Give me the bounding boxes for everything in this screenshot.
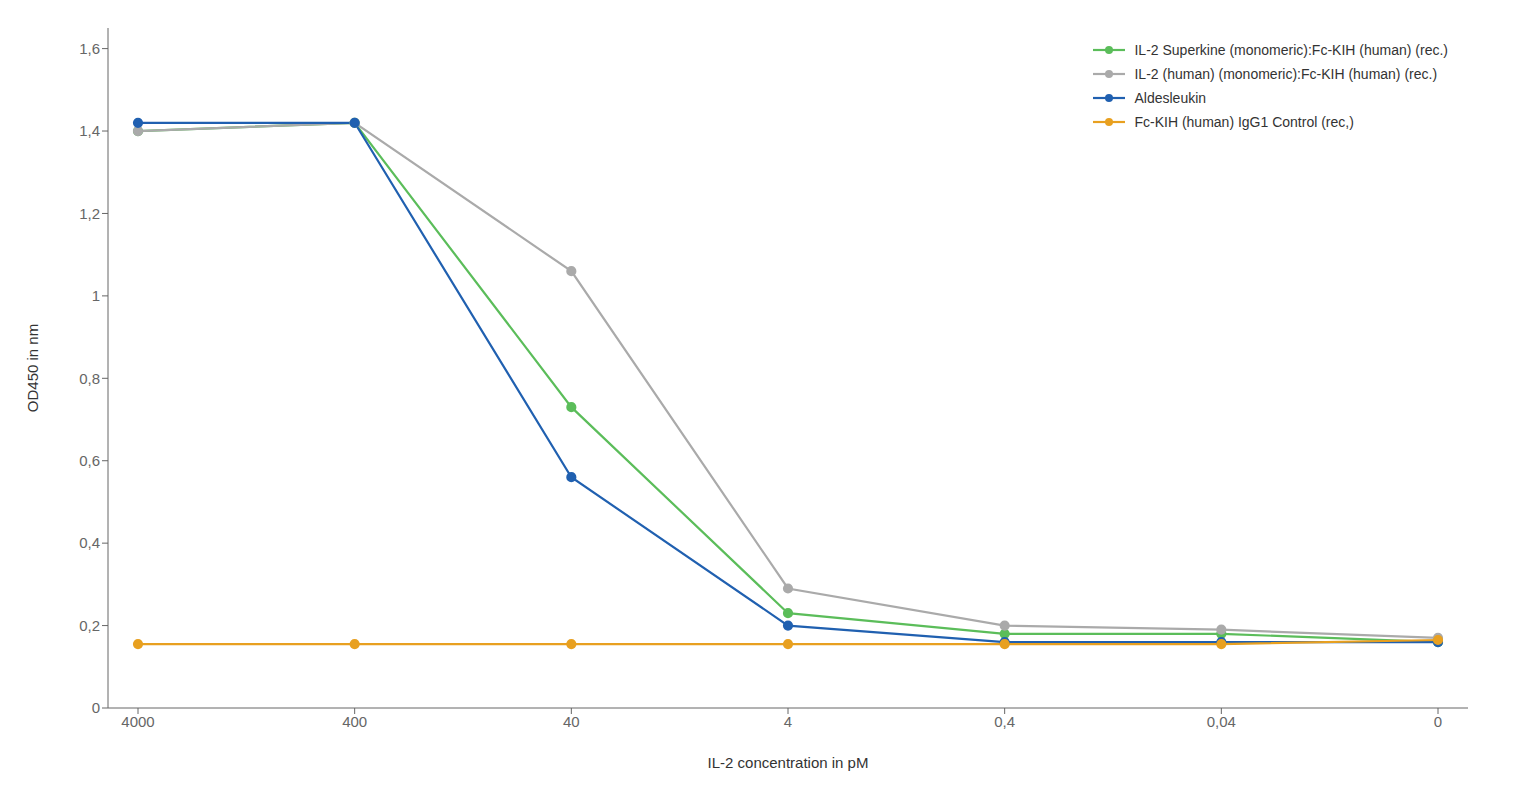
- svg-text:0,6: 0,6: [79, 452, 100, 469]
- svg-text:0: 0: [92, 699, 100, 716]
- svg-text:1: 1: [92, 287, 100, 304]
- svg-text:OD450 in nm: OD450 in nm: [24, 324, 41, 412]
- svg-text:0,8: 0,8: [79, 370, 100, 387]
- svg-text:1,2: 1,2: [79, 205, 100, 222]
- svg-text:4: 4: [784, 713, 792, 730]
- svg-text:400: 400: [342, 713, 367, 730]
- svg-text:1,4: 1,4: [79, 122, 100, 139]
- svg-text:IL-2 concentration in pM: IL-2 concentration in pM: [708, 754, 869, 771]
- svg-text:0,2: 0,2: [79, 617, 100, 634]
- svg-text:40: 40: [563, 713, 580, 730]
- html-text:IL-2 Superkine (monomeric):Fc-: IL-2 Superkine (monomeric):Fc-KIH (human…: [1134, 42, 1448, 58]
- html-text:IL-2 (human) (monomeric):Fc-KI: IL-2 (human) (monomeric):Fc-KIH (human) …: [1134, 66, 1438, 82]
- svg-text:0,4: 0,4: [994, 713, 1015, 730]
- svg-text:4000: 4000: [121, 713, 154, 730]
- svg-text:0,4: 0,4: [79, 534, 100, 551]
- svg-text:0,04: 0,04: [1207, 713, 1236, 730]
- html-text:Aldesleukin: Aldesleukin: [1134, 90, 1207, 106]
- html-text:Fc-KIH (human) IgG1 Control (r: Fc-KIH (human) IgG1 Control (rec,): [1134, 114, 1354, 130]
- svg-text:0: 0: [1434, 713, 1442, 730]
- svg-text:1,6: 1,6: [79, 40, 100, 57]
